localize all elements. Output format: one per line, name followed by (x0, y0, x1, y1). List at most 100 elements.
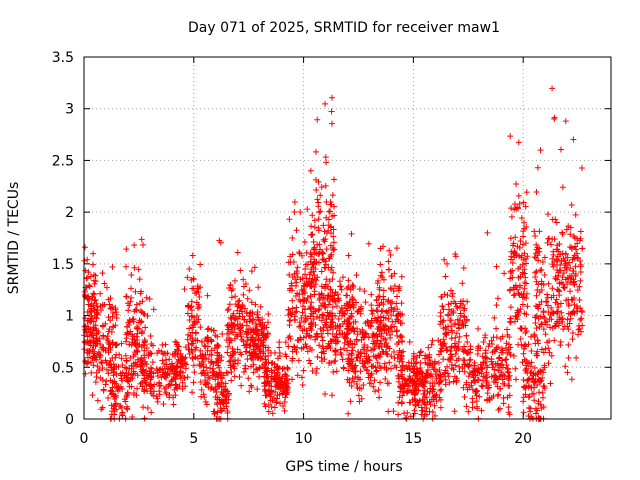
data-point-3261 (562, 250, 569, 257)
data-point-1634 (308, 223, 315, 230)
data-point-2371 (427, 380, 434, 387)
data-point-2415 (429, 386, 436, 393)
data-point-1170 (256, 373, 263, 380)
data-point-850 (212, 376, 219, 383)
data-point-2144 (379, 274, 386, 281)
data-point-2659 (475, 325, 482, 332)
data-point-1369 (289, 376, 296, 383)
data-point-882 (214, 399, 221, 406)
data-point-2352 (410, 355, 417, 362)
data-point-1570 (311, 249, 318, 256)
data-point-1906 (353, 299, 360, 306)
data-point-1331 (274, 363, 281, 370)
data-point-1921 (351, 341, 358, 348)
data-point-1064 (227, 314, 234, 321)
data-point-891 (224, 409, 231, 416)
data-point-2407 (433, 398, 440, 405)
data-point-2925 (520, 398, 527, 405)
data-point-1844 (365, 240, 372, 247)
data-point-1839 (324, 343, 331, 350)
data-point-1782 (332, 323, 339, 330)
data-point-32 (82, 267, 89, 274)
axes: 0 0.5 1 1.5 2 2.5 3 3.5 0 5 10 15 20 (52, 50, 612, 447)
data-point-2351 (426, 408, 433, 415)
data-point-2409 (410, 353, 417, 360)
data-point-1539 (323, 159, 330, 166)
data-point-1679 (332, 298, 339, 305)
data-point-2453 (449, 290, 456, 297)
data-point-2256 (404, 380, 411, 387)
data-point-2741 (489, 364, 496, 371)
data-point-3096 (533, 268, 540, 275)
data-point-1078 (244, 356, 251, 363)
data-point-849 (200, 354, 207, 361)
data-point-2488 (445, 301, 452, 308)
data-point-2893 (523, 311, 530, 318)
data-point-387 (128, 383, 135, 390)
data-point-1475 (298, 252, 305, 259)
data-point-2517 (449, 293, 456, 300)
x-axis-label: GPS time / hours (285, 459, 402, 475)
data-point-2382 (423, 394, 430, 401)
data-point-2000 (353, 338, 360, 345)
data-point-1887 (365, 353, 372, 360)
data-point-536 (154, 398, 161, 405)
data-point-231 (105, 314, 112, 321)
data-point-577 (163, 361, 170, 368)
data-point-1951 (352, 363, 359, 370)
data-point-261 (119, 377, 126, 384)
data-point-205 (99, 365, 106, 372)
data-point-1531 (313, 277, 320, 284)
data-point-2165 (376, 321, 383, 328)
data-point-2444 (444, 363, 451, 370)
data-point-1482 (293, 304, 300, 311)
data-point-2252 (395, 378, 402, 385)
data-point-2629 (470, 374, 477, 381)
data-point-1445 (304, 348, 311, 355)
data-point-2634 (464, 338, 471, 345)
data-point-2550 (450, 308, 457, 314)
data-point-1857 (347, 398, 354, 405)
data-point-653 (179, 357, 186, 364)
data-point-571 (160, 369, 167, 376)
data-point-2509 (444, 370, 451, 377)
data-point-2646 (482, 332, 489, 339)
data-point-1233 (261, 400, 268, 407)
data-point-1180 (253, 323, 260, 330)
data-point-2797 (507, 344, 514, 351)
data-point-2635 (484, 374, 491, 381)
data-point-2578 (462, 322, 469, 329)
data-point-2579 (459, 302, 466, 309)
data-point-2411 (426, 354, 433, 361)
data-point-2771 (500, 394, 507, 401)
data-point-3046 (535, 305, 542, 312)
data-point-1462 (297, 322, 304, 329)
data-point-1828 (326, 298, 333, 305)
data-point-1259 (282, 394, 289, 401)
data-point-2540 (444, 292, 451, 299)
data-point-2962 (538, 346, 545, 353)
data-point-981 (224, 349, 231, 356)
data-point-496 (147, 332, 154, 339)
data-point-596 (172, 392, 179, 399)
data-point-2688 (485, 384, 492, 391)
data-point-308 (117, 370, 124, 377)
data-point-909 (224, 388, 231, 395)
data-point-1097 (234, 307, 241, 314)
data-point-278 (107, 377, 114, 384)
data-point-1678 (318, 354, 325, 361)
data-point-2359 (437, 387, 444, 394)
data-point-3085 (542, 319, 549, 326)
data-point-1761 (332, 357, 339, 364)
data-point-1975 (361, 360, 368, 367)
data-point-861 (215, 374, 222, 381)
data-point-1685 (330, 368, 337, 375)
data-point-2711 (504, 394, 511, 401)
data-point-317 (122, 364, 129, 371)
data-point-1191 (281, 407, 288, 414)
data-point-2594 (467, 356, 474, 363)
data-point-1573 (331, 246, 338, 253)
data-point-448 (123, 405, 130, 412)
data-point-595 (164, 372, 171, 379)
